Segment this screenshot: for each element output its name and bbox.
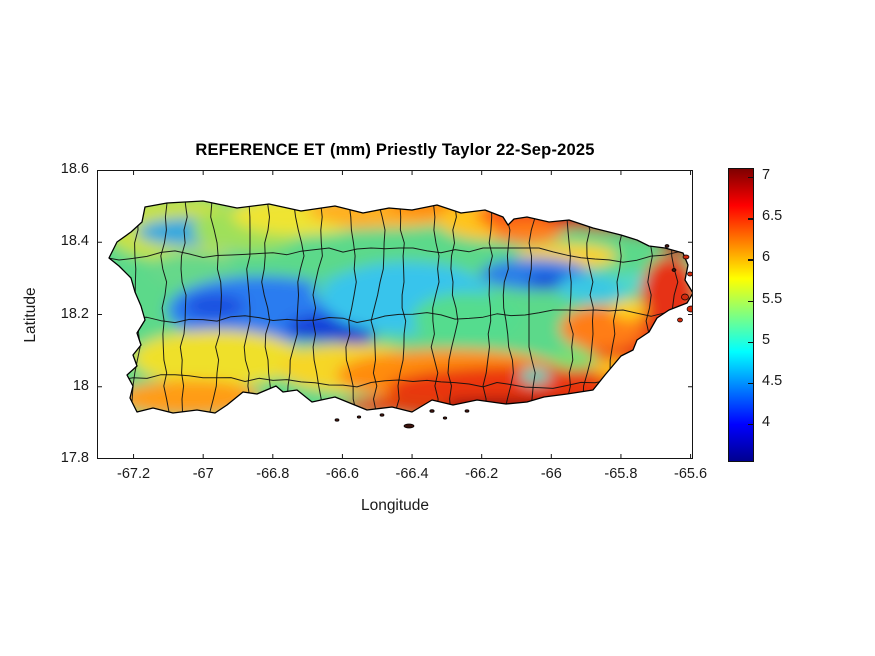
x-tick-label: -66.8 [256,466,290,482]
municipality-boundary-line [261,201,272,413]
colorbar-tick [748,382,753,385]
municipality-boundary-line [479,201,493,413]
colorbar-tick-label: 7 [762,167,771,184]
municipality-boundary-line [429,201,440,413]
colorbar-tick-label: 5.5 [762,290,783,307]
colorbar-tick-label: 5 [762,331,771,348]
municipality-boundary-line [159,201,170,413]
puerto-rico-et-map [97,170,693,459]
colorbar-tick [748,341,753,343]
municipality-boundary-line [109,247,693,263]
colorbar [728,168,754,462]
y-tick-label: 18.2 [60,305,89,322]
municipality-boundary-line [240,201,251,413]
x-tick-label: -66.6 [325,466,359,482]
colorbar-tick-label: 4 [762,413,771,430]
colorbar-tick [748,218,753,220]
y-tick-label: 17.8 [60,450,89,466]
municipality-boundary-line [344,201,357,413]
x-axis-label: Longitude [360,497,430,514]
municipality-boundary-line [109,309,693,324]
y-axis-label: Latitude [22,287,39,343]
coastline-outline [108,200,693,414]
municipality-boundary-line [447,201,459,413]
axes-box [97,170,693,459]
x-tick-label: -65.6 [674,466,708,482]
colorbar-tick [748,300,753,302]
offshore-islets [334,244,693,429]
municipality-boundary-line [177,201,188,413]
municipality-boundary-line [286,201,305,413]
et-raster-field [109,201,693,413]
municipality-boundary-line [368,201,386,413]
x-tick-label: -67.2 [117,466,151,482]
colorbar-tick [748,177,753,179]
municipality-boundaries [109,201,693,413]
plot-area [97,170,693,459]
municipality-boundary-line [668,201,681,413]
y-tick-label: 18.4 [60,233,89,250]
x-tick-label: -67 [192,466,214,482]
colorbar-tick-label: 6.5 [762,208,783,225]
colorbar-tick-label: 4.5 [762,372,783,389]
municipality-boundary-line [109,371,693,389]
y-tick-label: 18 [72,377,89,394]
plot-title: REFERENCE ET (mm) Priestly Taylor 22-Sep… [195,141,595,159]
x-tick-label: -66 [540,466,562,482]
colorbar-tick [748,259,753,261]
municipality-boundary-line [208,201,222,413]
colorbar-tick-label: 6 [762,249,771,266]
colorbar-tick [748,423,753,426]
y-tick-label: 18.6 [60,161,89,177]
x-tick-label: -66.4 [395,466,429,482]
municipality-boundary-line [312,201,326,413]
x-tick-label: -66.2 [465,466,499,482]
municipality-boundary-line [128,201,141,413]
x-tick-label: -65.8 [604,466,638,482]
